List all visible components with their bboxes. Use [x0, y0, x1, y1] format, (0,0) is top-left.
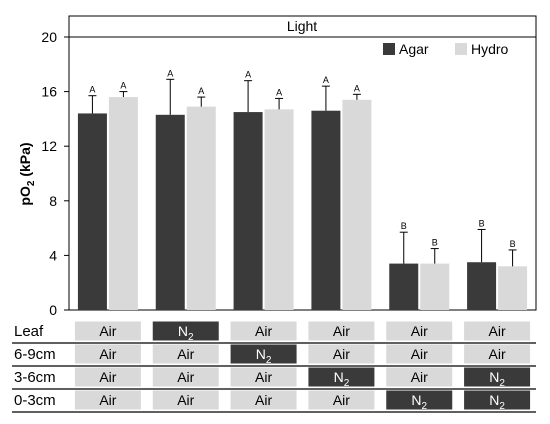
y-tick-label: 12: [41, 138, 57, 154]
significance-letter: A: [167, 68, 173, 78]
bar-agar: [389, 263, 419, 310]
cell-label: Air: [99, 392, 116, 408]
cell-label: N2: [178, 323, 194, 343]
panel-title: Light: [287, 18, 317, 34]
row-label: 3-6cm: [14, 369, 56, 386]
cell-label: N2: [334, 369, 350, 389]
cell-label: Air: [411, 323, 428, 339]
cell-air: [464, 344, 531, 364]
cell-air: [386, 367, 453, 387]
cell-label: Air: [99, 369, 116, 385]
cell-air: [308, 344, 375, 364]
cell-air: [152, 367, 219, 387]
cell-label: N2: [256, 346, 272, 366]
cell-label: N2: [489, 369, 505, 389]
cell-air: [74, 321, 141, 341]
cell-label: Air: [411, 369, 428, 385]
cell-label: Air: [411, 346, 428, 362]
cell-label: Air: [333, 323, 350, 339]
cell-air: [74, 367, 141, 387]
legend-swatch-hydro: [455, 43, 467, 55]
bar-hydro: [498, 266, 528, 310]
y-tick-label: 16: [41, 84, 57, 100]
legend-label-hydro: Hydro: [471, 41, 509, 57]
cell-air: [308, 390, 375, 410]
cell-air: [386, 344, 453, 364]
significance-letter: A: [89, 85, 95, 95]
significance-letter: B: [510, 239, 516, 249]
y-tick-label: 0: [49, 302, 57, 318]
cell-n2: [308, 367, 375, 387]
cell-label: Air: [255, 369, 272, 385]
cell-label: N2: [411, 392, 427, 412]
y-tick-label: 4: [49, 247, 57, 263]
y-tick-label: 8: [49, 193, 57, 209]
cell-label: Air: [489, 323, 506, 339]
significance-letter: A: [198, 86, 204, 96]
cell-n2: [152, 321, 219, 341]
cell-label: Air: [99, 346, 116, 362]
cell-label: Air: [333, 392, 350, 408]
row-label: Leaf: [14, 323, 44, 340]
cell-air: [230, 390, 297, 410]
cell-air: [230, 367, 297, 387]
bar-hydro: [420, 263, 450, 310]
legend-swatch-agar: [383, 43, 395, 55]
cell-label: Air: [255, 323, 272, 339]
legend: Agar Hydro: [383, 41, 509, 57]
significance-letter: A: [276, 87, 282, 97]
cell-n2: [386, 390, 453, 410]
cell-air: [464, 321, 531, 341]
cell-air: [308, 321, 375, 341]
cell-label: Air: [333, 346, 350, 362]
cell-n2: [464, 367, 531, 387]
cell-label: Air: [99, 323, 116, 339]
cell-label: Air: [177, 346, 194, 362]
bar-agar: [311, 110, 341, 311]
row-label: 0-3cm: [14, 392, 56, 409]
significance-letter: A: [120, 81, 126, 91]
y-tick-label: 20: [41, 29, 57, 45]
significance-letter: A: [323, 75, 329, 85]
bar-agar: [155, 114, 185, 311]
bars: A A A A B B A A A A B B: [77, 68, 528, 311]
bar-agar: [467, 262, 497, 310]
significance-letter: B: [401, 221, 407, 231]
cell-n2: [464, 390, 531, 410]
cell-air: [74, 344, 141, 364]
bar-hydro: [108, 97, 138, 310]
cell-label: Air: [255, 392, 272, 408]
bar-agar: [77, 113, 107, 310]
bar-hydro: [186, 106, 216, 311]
significance-letter: B: [479, 218, 485, 228]
y-axis: 0 4 8 12 16 20: [41, 29, 69, 318]
cell-air: [152, 344, 219, 364]
cell-label: Air: [489, 346, 506, 362]
cell-label: N2: [489, 392, 505, 412]
legend-label-agar: Agar: [399, 41, 429, 57]
bar-agar: [233, 112, 263, 310]
significance-letter: A: [354, 83, 360, 93]
cell-label: Air: [177, 392, 194, 408]
cell-air: [152, 390, 219, 410]
cell-n2: [230, 344, 297, 364]
cell-label: Air: [177, 369, 194, 385]
significance-letter: B: [432, 238, 438, 248]
cell-air: [74, 390, 141, 410]
bar-hydro: [264, 109, 294, 310]
cell-air: [230, 321, 297, 341]
plot-frame: [68, 15, 537, 311]
row-label: 6-9cm: [14, 346, 56, 363]
bar-hydro: [342, 99, 372, 310]
significance-letter: A: [245, 70, 251, 80]
treatment-table: Leaf Air N2 Air Air Air Air 6-9cm Air Air N2 Air Air…: [12, 321, 536, 413]
y-axis-label: pO2 (kPa): [17, 142, 37, 205]
cell-air: [386, 321, 453, 341]
